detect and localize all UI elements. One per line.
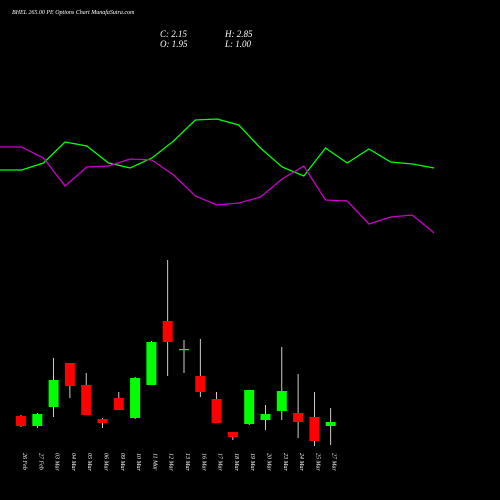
x-tick-label: 16 Mar <box>200 453 206 471</box>
open-label: O: 1.95 <box>160 39 188 49</box>
x-tick-label: 11 Mar <box>151 453 157 471</box>
candle-body <box>64 363 75 386</box>
candle-body <box>146 342 157 385</box>
close-label: C: 2.15 <box>160 29 188 39</box>
candle-body <box>179 349 189 351</box>
candle-body <box>97 419 108 423</box>
chart-title: BHEL 265.00 PE Options Chart MunafaSutra… <box>12 9 135 16</box>
candle-body <box>32 414 43 426</box>
x-tick-label: 17 Mar <box>217 453 223 471</box>
x-tick-label: 27 Feb <box>37 453 43 470</box>
x-tick-label: 27 Mar <box>331 453 337 471</box>
x-tick-label: 03 Mar <box>54 453 60 471</box>
x-tick-label: 26 Feb <box>21 453 27 470</box>
low-label: L: 1.00 <box>224 39 252 49</box>
candle-body <box>227 432 238 437</box>
candle-body <box>81 385 92 415</box>
candle-body <box>211 399 222 423</box>
x-tick-label: 20 Mar <box>266 453 272 471</box>
candle-body <box>244 390 255 424</box>
x-tick-label: 12 Mar <box>168 453 174 471</box>
high-label: H: 2.85 <box>224 29 253 39</box>
x-tick-label: 23 Mar <box>282 453 288 471</box>
candle-body <box>276 391 287 411</box>
x-tick-label: 05 Mar <box>86 453 92 471</box>
x-tick-label: 19 Mar <box>249 453 255 471</box>
candle-body <box>309 417 320 441</box>
candle-body <box>48 380 59 407</box>
x-tick-label: 06 Mar <box>103 453 109 471</box>
candle-body <box>195 376 206 392</box>
candle-body <box>325 422 336 426</box>
x-tick-label: 24 Mar <box>298 453 305 471</box>
indicator-line <box>0 118 435 177</box>
x-tick-label: 10 Mar <box>135 453 141 471</box>
x-tick-label: 04 Mar <box>70 453 77 471</box>
x-tick-label: 18 Mar <box>233 453 239 471</box>
candle-body <box>293 413 304 422</box>
candle-body <box>260 414 271 420</box>
candle-body <box>113 398 124 410</box>
candle-body <box>130 378 141 418</box>
x-tick-label: 25 Mar <box>314 453 320 471</box>
indicator-line <box>0 146 435 234</box>
candle-body <box>16 416 26 426</box>
x-tick-label: 09 Mar <box>119 453 125 471</box>
x-tick-label: 13 Mar <box>184 453 190 471</box>
candle-body <box>162 321 173 342</box>
